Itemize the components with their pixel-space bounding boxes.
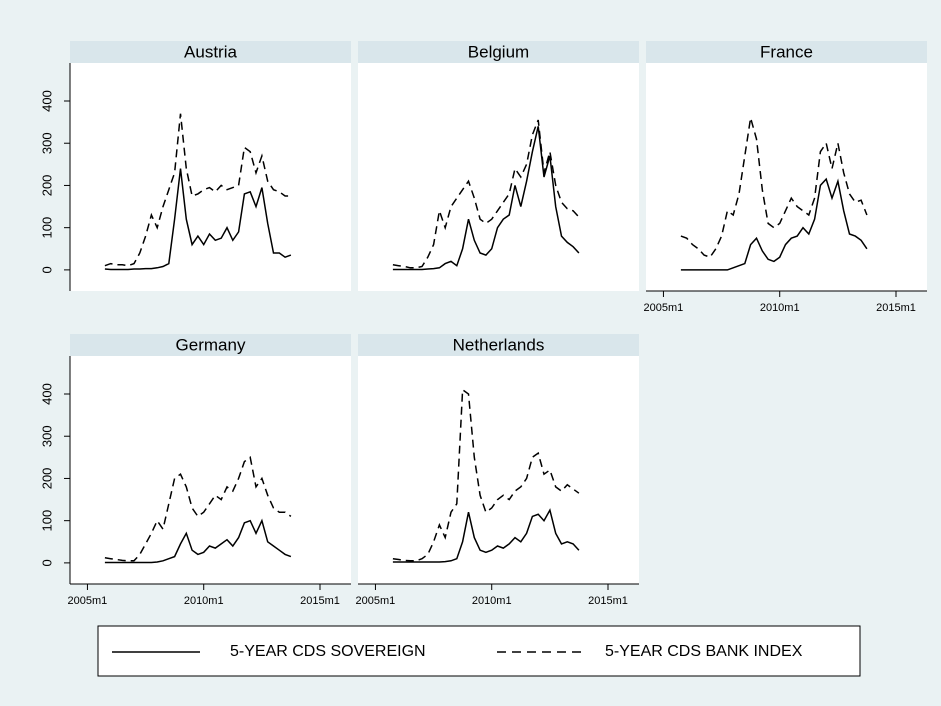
series-line — [392, 119, 580, 269]
x-tick-label: 2005m1 — [644, 302, 684, 314]
x-tick-label: 2010m1 — [184, 595, 224, 607]
y-tick-label: 300 — [39, 425, 54, 447]
y-tick-label: 100 — [39, 217, 54, 239]
y-tick-label: 100 — [39, 510, 54, 532]
panel-header — [70, 334, 351, 356]
series-line — [104, 518, 292, 564]
panel-title: Belgium — [468, 42, 529, 61]
y-tick-label: 0 — [39, 559, 54, 566]
plot-area — [358, 356, 639, 584]
legend-label: 5-YEAR CDS BANK INDEX — [605, 643, 803, 660]
panel-header — [358, 41, 639, 63]
legend-box — [97, 625, 861, 677]
plot-area — [70, 63, 351, 291]
x-tick-label: 2015m1 — [588, 595, 628, 607]
x-tick-label: 2010m1 — [760, 302, 800, 314]
y-tick-label: 0 — [39, 266, 54, 273]
plot-area — [70, 356, 351, 584]
plot-area — [358, 63, 639, 291]
x-tick-label: 2005m1 — [68, 595, 108, 607]
y-tick-label: 400 — [39, 90, 54, 112]
y-tick-label: 200 — [39, 468, 54, 490]
panel-title: Germany — [176, 335, 246, 354]
y-tick-label: 300 — [39, 132, 54, 154]
panel-header — [70, 41, 351, 63]
x-tick-label: 2015m1 — [876, 302, 916, 314]
series-line — [104, 113, 291, 267]
y-tick-label: 400 — [39, 383, 54, 405]
panel-header — [358, 334, 639, 356]
series-line — [680, 117, 868, 259]
series-line — [392, 126, 580, 271]
series-line — [392, 508, 580, 563]
series-line — [680, 177, 868, 271]
plot-area — [646, 63, 927, 291]
series-line — [104, 455, 292, 562]
panel-title: France — [760, 42, 813, 61]
x-tick-label: 2010m1 — [472, 595, 512, 607]
panel-title: Austria — [184, 42, 237, 61]
series-line — [392, 388, 580, 562]
legend-label: 5-YEAR CDS SOVEREIGN — [230, 643, 426, 660]
series-line — [104, 168, 292, 271]
x-tick-label: 2015m1 — [300, 595, 340, 607]
panel-header — [646, 41, 927, 63]
panel-title: Netherlands — [453, 335, 545, 354]
x-tick-label: 2005m1 — [356, 595, 396, 607]
y-tick-label: 200 — [39, 175, 54, 197]
